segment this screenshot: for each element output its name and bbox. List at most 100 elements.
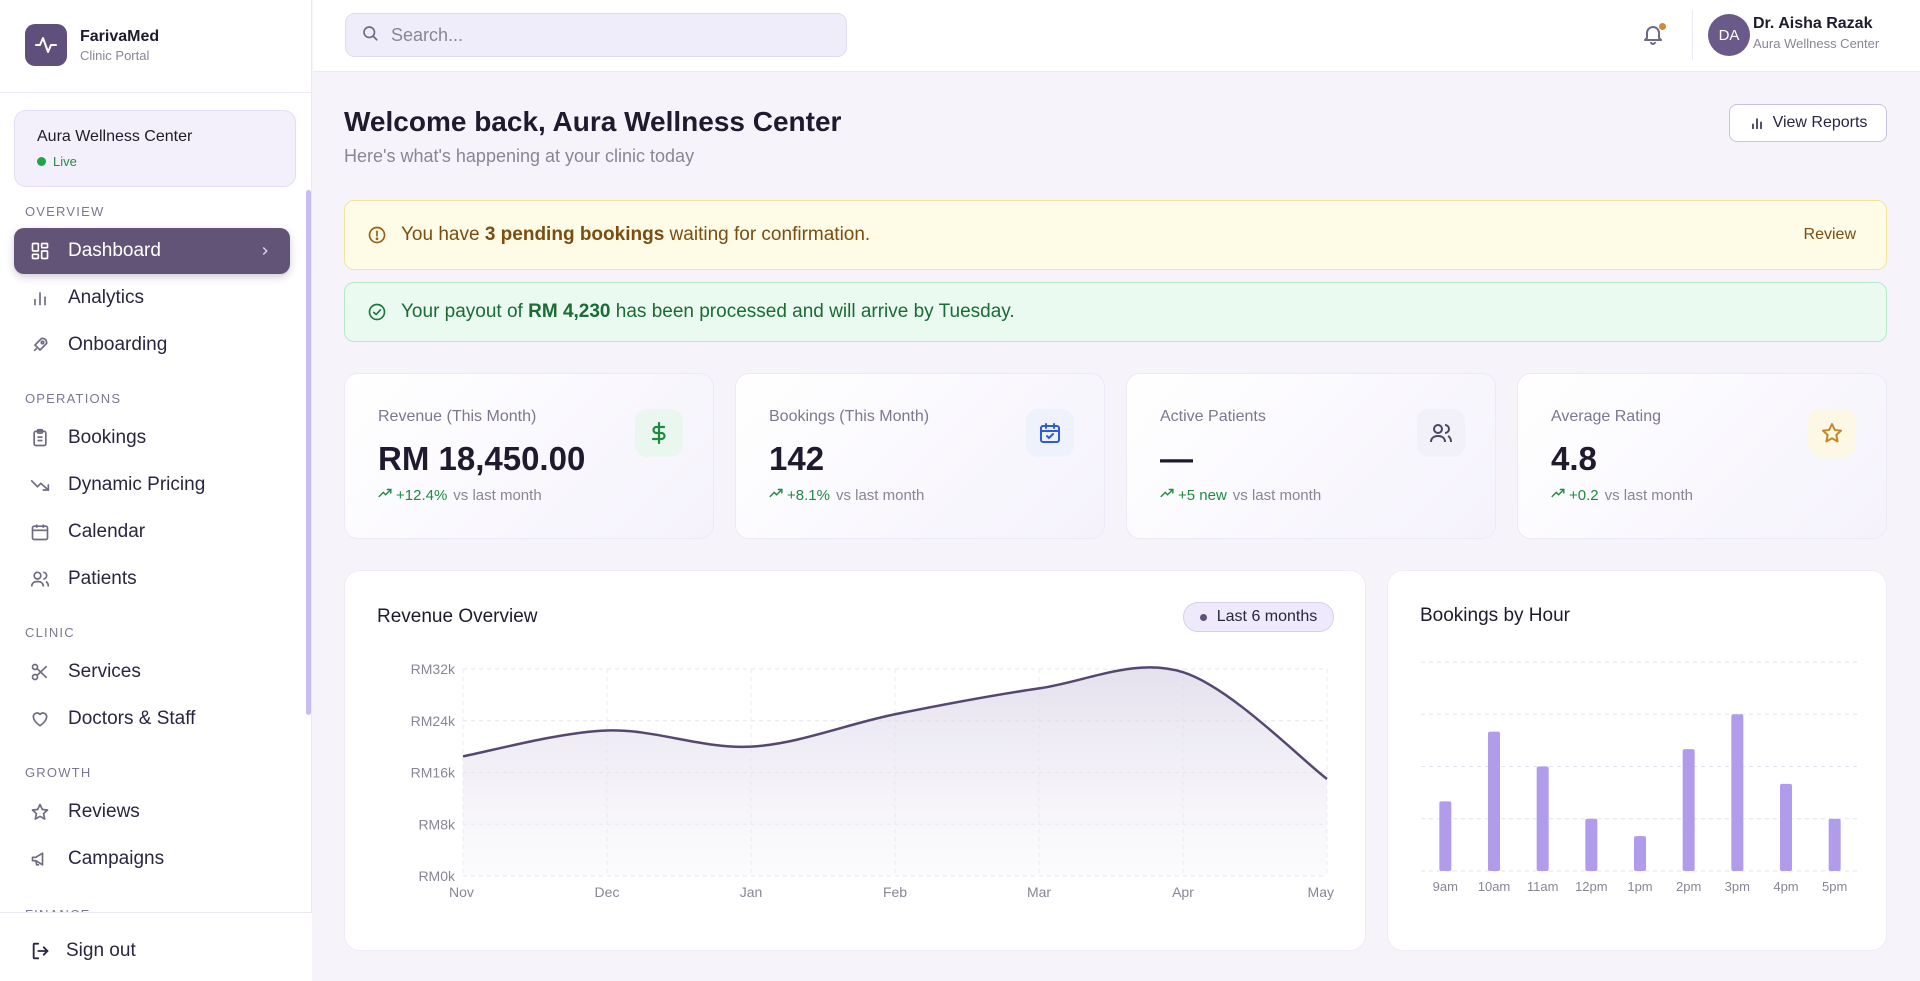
avatar[interactable]: DA bbox=[1708, 14, 1750, 56]
brand-name: FarivaMed bbox=[80, 27, 160, 45]
x-tick-label: 3pm bbox=[1725, 879, 1750, 894]
sidebar-item-onboarding[interactable]: Onboarding bbox=[14, 322, 290, 368]
bar bbox=[1488, 731, 1500, 871]
stat-delta-compare: vs last month bbox=[453, 486, 542, 504]
divider bbox=[0, 92, 312, 93]
payout-alert-prefix: Your payout of bbox=[401, 301, 529, 322]
trending-up-icon bbox=[769, 486, 783, 504]
sidebar-item-services[interactable]: Services bbox=[14, 649, 290, 695]
clinic-status-label: Live bbox=[53, 154, 77, 169]
trending-up-icon bbox=[378, 486, 392, 504]
sidebar-item-label: Dashboard bbox=[68, 240, 161, 261]
bar bbox=[1585, 818, 1598, 871]
x-tick-label: Dec bbox=[595, 884, 620, 900]
bar bbox=[1731, 714, 1744, 871]
revenue-line-chart: RM0k RM8k RM16k RM24k RM32k Nov Dec Jan Feb Mar Ap… bbox=[411, 661, 1334, 900]
heart-icon bbox=[30, 709, 50, 729]
stat-delta: +8.1% vs last month bbox=[769, 486, 924, 504]
clipboard-icon bbox=[30, 428, 50, 448]
megaphone-icon bbox=[30, 849, 50, 869]
page-title: Welcome back, Aura Wellness Center bbox=[344, 106, 842, 137]
brand[interactable]: FarivaMed Clinic Portal bbox=[25, 24, 159, 66]
view-reports-button[interactable]: View Reports bbox=[1729, 104, 1887, 142]
check-circle-icon bbox=[367, 302, 387, 322]
clinic-status: Live bbox=[37, 154, 273, 169]
bar bbox=[1634, 836, 1646, 871]
y-tick-label: RM0k bbox=[418, 868, 456, 884]
sidebar-item-campaigns[interactable]: Campaigns bbox=[14, 836, 290, 882]
sidebar-item-label: Doctors & Staff bbox=[68, 708, 196, 729]
stat-value: RM 18,450.00 bbox=[378, 440, 586, 477]
star-icon bbox=[30, 802, 50, 822]
sidebar-item-label: Dynamic Pricing bbox=[68, 474, 206, 495]
y-tick-label: RM16k bbox=[411, 765, 456, 781]
alert-circle-icon bbox=[367, 225, 387, 245]
page-subtitle: Here's what's happening at your clinic t… bbox=[344, 146, 695, 166]
stat-delta-value: +5 new bbox=[1178, 486, 1227, 504]
sidebar-scrollbar[interactable] bbox=[306, 190, 311, 715]
y-tick-label: RM8k bbox=[418, 816, 456, 832]
stat-delta-value: +12.4% bbox=[396, 486, 448, 504]
stat-delta: +0.2 vs last month bbox=[1551, 486, 1693, 504]
users-icon bbox=[1417, 409, 1465, 457]
range-label: Last 6 months bbox=[1216, 608, 1318, 625]
sidebar-item-label: Campaigns bbox=[68, 848, 165, 869]
section-label-growth: GROWTH bbox=[25, 765, 92, 780]
stat-delta-value: +0.2 bbox=[1569, 486, 1599, 504]
payout-alert-suffix: has been processed and will arrive by Tu… bbox=[610, 301, 1015, 322]
section-label-operations: OPERATIONS bbox=[25, 391, 122, 406]
sidebar-item-label: Calendar bbox=[68, 521, 146, 542]
stat-card-rating[interactable]: Average Rating 4.8 +0.2 vs last month bbox=[1517, 373, 1887, 539]
trending-up-icon bbox=[1160, 486, 1174, 504]
sidebar-item-doctors-staff[interactable]: Doctors & Staff bbox=[14, 696, 290, 742]
x-tick-label: 5pm bbox=[1822, 879, 1847, 894]
x-tick-label: 10am bbox=[1478, 879, 1511, 894]
stat-card-bookings[interactable]: Bookings (This Month) 142 +8.1% vs last … bbox=[735, 373, 1105, 539]
search-box[interactable] bbox=[345, 13, 847, 57]
section-label-clinic: CLINIC bbox=[25, 625, 75, 640]
rocket-icon bbox=[30, 335, 50, 355]
notification-badge bbox=[1658, 22, 1667, 31]
stat-delta-compare: vs last month bbox=[835, 486, 925, 504]
range-selector[interactable]: Last 6 months bbox=[1183, 602, 1334, 632]
stat-card-active-patients[interactable]: Active Patients — +5 new vs last month bbox=[1126, 373, 1496, 539]
stat-delta-compare: vs last month bbox=[1604, 486, 1693, 504]
signout-button[interactable]: Sign out bbox=[30, 940, 136, 962]
grid-icon bbox=[30, 241, 50, 261]
bar-chart-icon bbox=[30, 288, 50, 308]
sidebar-item-bookings[interactable]: Bookings bbox=[14, 415, 290, 461]
sidebar-item-analytics[interactable]: Analytics bbox=[14, 275, 290, 321]
sidebar-item-label: Reviews bbox=[68, 801, 140, 822]
sidebar: FarivaMed Clinic Portal Aura Wellness Ce… bbox=[0, 0, 312, 981]
stat-label: Bookings (This Month) bbox=[769, 408, 930, 425]
search-input[interactable] bbox=[391, 24, 831, 46]
bell-icon bbox=[1641, 26, 1665, 50]
stat-delta-compare: vs last month bbox=[1232, 486, 1322, 504]
brand-subtitle: Clinic Portal bbox=[80, 47, 150, 63]
sidebar-item-dashboard[interactable]: Dashboard bbox=[14, 228, 290, 274]
review-link[interactable]: Review bbox=[1803, 226, 1856, 243]
x-tick-label: 9am bbox=[1433, 879, 1458, 894]
pending-alert-highlight: 3 pending bookings bbox=[484, 224, 665, 245]
sidebar-item-label: Onboarding bbox=[68, 334, 168, 355]
view-reports-label: View Reports bbox=[1772, 114, 1868, 131]
notifications-button[interactable] bbox=[1641, 22, 1667, 48]
clinic-switcher[interactable]: Aura Wellness Center Live bbox=[14, 110, 296, 187]
sidebar-item-dynamic-pricing[interactable]: Dynamic Pricing bbox=[14, 462, 290, 508]
stat-delta: +12.4% vs last month bbox=[378, 486, 542, 504]
x-tick-label: Feb bbox=[883, 884, 907, 900]
payout-alert: Your payout of RM 4,230 has been process… bbox=[344, 282, 1887, 342]
panel-title: Revenue Overview bbox=[377, 606, 538, 627]
stat-card-revenue[interactable]: Revenue (This Month) RM 18,450.00 +12.4%… bbox=[344, 373, 714, 539]
user-name[interactable]: Dr. Aisha Razak bbox=[1753, 15, 1873, 32]
sidebar-item-label: Patients bbox=[68, 568, 137, 589]
chevron-right-icon bbox=[258, 242, 272, 264]
users-icon bbox=[30, 569, 50, 589]
trending-down-icon bbox=[30, 475, 50, 495]
x-tick-label: Jan bbox=[740, 884, 763, 900]
y-tick-label: RM24k bbox=[411, 713, 456, 729]
sidebar-item-patients[interactable]: Patients bbox=[14, 556, 290, 602]
dot-icon bbox=[1199, 613, 1207, 621]
sidebar-item-calendar[interactable]: Calendar bbox=[14, 509, 290, 555]
sidebar-item-reviews[interactable]: Reviews bbox=[14, 789, 290, 835]
